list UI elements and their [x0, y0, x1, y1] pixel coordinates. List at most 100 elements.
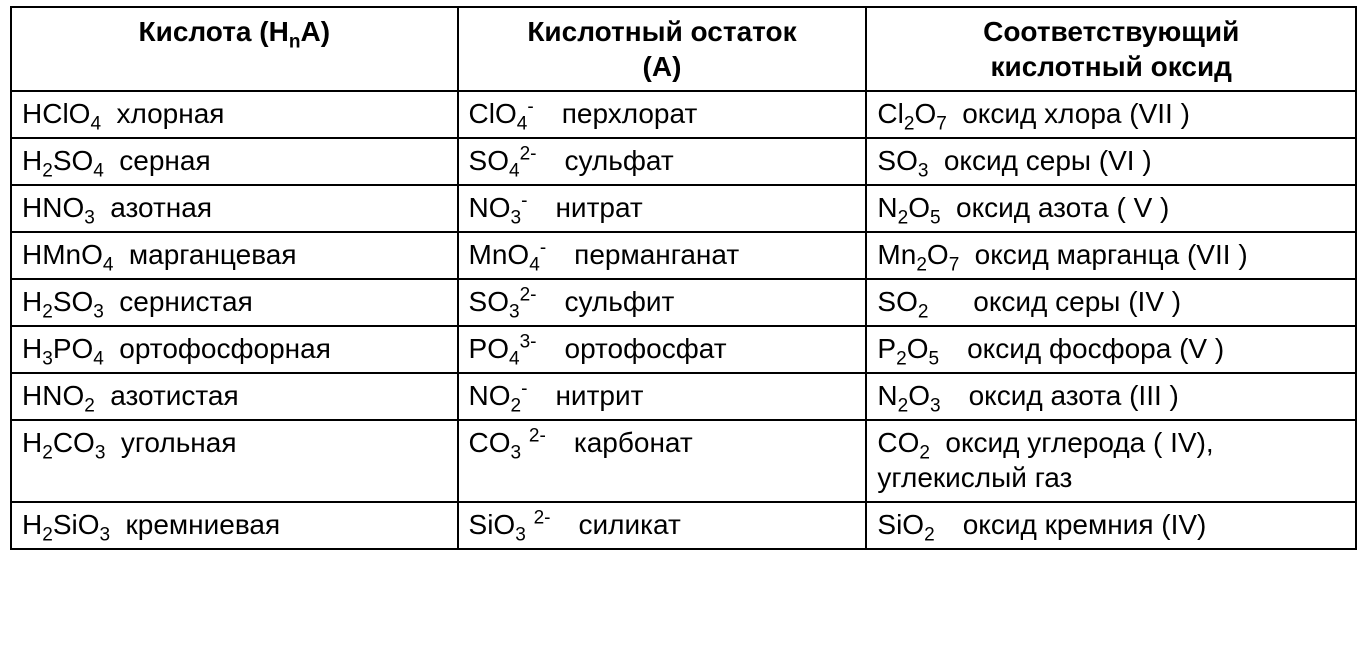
residue-formula: NO3- [469, 192, 528, 223]
acid-formula: H2SiO3 [22, 509, 110, 540]
oxide-formula: CO2 [877, 427, 930, 458]
residue-formula: CO3 2- [469, 427, 546, 458]
acid-formula: HNO2 [22, 380, 95, 411]
residue-formula: ClO4- [469, 98, 534, 129]
residue-cell: NO3- нитрат [458, 185, 867, 232]
acid-cell: HClO4 хлорная [11, 91, 458, 138]
oxide-name: оксид хлора (VII ) [962, 98, 1190, 129]
table-row: HNO2 азотистая NO2- нитрит N2O3 оксид азота (… [11, 373, 1356, 420]
oxide-cell: SO2 оксид серы (IV ) [866, 279, 1356, 326]
header-residue-line1: Кислотный остаток [527, 16, 796, 47]
residue-cell: PO43- ортофосфат [458, 326, 867, 373]
acid-formula: H2SO3 [22, 286, 104, 317]
residue-name: нитрат [555, 192, 642, 223]
residue-name: перхлорат [562, 98, 698, 129]
header-acid: Кислота (HnA) [11, 7, 458, 91]
residue-cell: ClO4- перхлорат [458, 91, 867, 138]
oxide-cell: Cl2O7 оксид хлора (VII ) [866, 91, 1356, 138]
oxide-name: оксид кремния (IV) [963, 509, 1207, 540]
residue-formula: SO42- [469, 145, 537, 176]
oxide-cell: CO2оксид углерода ( IV), углекислый газ [866, 420, 1356, 502]
residue-formula: PO43- [469, 333, 537, 364]
residue-name: ортофосфат [565, 333, 727, 364]
table-header-row: Кислота (HnA) Кислотный остаток (A) Соот… [11, 7, 1356, 91]
acid-name: ортофосфорная [119, 333, 331, 364]
oxide-cell: Mn2O7 оксид марганца (VII ) [866, 232, 1356, 279]
oxide-formula: P2O5 [877, 333, 939, 364]
oxide-cell: SO3 оксид серы (VI ) [866, 138, 1356, 185]
header-acid-suffix: A) [300, 16, 330, 47]
residue-name: сульфат [565, 145, 674, 176]
oxide-name: оксид серы (VI ) [944, 145, 1152, 176]
header-oxide: Соответствующий кислотный оксид [866, 7, 1356, 91]
table-row: H3PO4 ортофосфорная PO43- ортофосфат P2O5 окс… [11, 326, 1356, 373]
oxide-cell: SiO2 оксид кремния (IV) [866, 502, 1356, 549]
residue-name: нитрит [555, 380, 643, 411]
residue-cell: SiO3 2- силикат [458, 502, 867, 549]
residue-name: силикат [579, 509, 681, 540]
oxide-formula: SO3 [877, 145, 928, 176]
acid-formula: HClO4 [22, 98, 101, 129]
header-acid-sub: n [289, 32, 301, 53]
residue-cell: NO2- нитрит [458, 373, 867, 420]
acid-cell: H2SO3 сернистая [11, 279, 458, 326]
residue-cell: MnO4- перманганат [458, 232, 867, 279]
acid-name: азотная [110, 192, 212, 223]
header-acid-prefix: Кислота (H [139, 16, 289, 47]
acid-cell: HMnO4марганцевая [11, 232, 458, 279]
residue-formula: SiO3 2- [469, 509, 551, 540]
oxide-name: оксид фосфора (V ) [967, 333, 1224, 364]
residue-name: сульфит [565, 286, 675, 317]
table-row: H2SiO3 кремниевая SiO3 2- силикат SiO2 оксид … [11, 502, 1356, 549]
acid-formula: HNO3 [22, 192, 95, 223]
acid-name: азотистая [110, 380, 238, 411]
table-row: HNO3 азотная NO3- нитрат N2O5 оксид азота ( V… [11, 185, 1356, 232]
header-residue: Кислотный остаток (A) [458, 7, 867, 91]
residue-formula: MnO4- [469, 239, 547, 270]
acid-cell: HNO2 азотистая [11, 373, 458, 420]
acid-name: кремниевая [126, 509, 281, 540]
acid-name: сернистая [119, 286, 253, 317]
table-row: HMnO4марганцевая MnO4- перманганат Mn2O7 окс… [11, 232, 1356, 279]
oxide-cell: N2O3 оксид азота (III ) [866, 373, 1356, 420]
acid-cell: HNO3 азотная [11, 185, 458, 232]
acid-formula: HMnO4 [22, 239, 114, 270]
oxide-formula: N2O3 [877, 380, 940, 411]
acid-name: хлорная [116, 98, 224, 129]
oxide-name: оксид серы (IV ) [973, 286, 1181, 317]
table-row: H2CO3 угольная CO3 2- карбонат CO2оксид угле… [11, 420, 1356, 502]
header-residue-line2: (A) [643, 51, 682, 82]
oxide-formula: SO2 [877, 286, 928, 317]
table-row: HClO4 хлорная ClO4- перхлорат Cl2O7 оксид хло… [11, 91, 1356, 138]
residue-formula: SO32- [469, 286, 537, 317]
oxide-formula: Mn2O7 [877, 239, 959, 270]
oxide-name: оксид азота ( V ) [956, 192, 1169, 223]
residue-cell: SO32- сульфит [458, 279, 867, 326]
residue-cell: SO42- сульфат [458, 138, 867, 185]
acid-cell: H2SO4серная [11, 138, 458, 185]
oxide-formula: Cl2O7 [877, 98, 946, 129]
oxide-cell: N2O5 оксид азота ( V ) [866, 185, 1356, 232]
acid-formula: H2CO3 [22, 427, 105, 458]
acid-cell: H3PO4 ортофосфорная [11, 326, 458, 373]
residue-name: карбонат [574, 427, 693, 458]
oxide-name: оксид азота (III ) [969, 380, 1179, 411]
acid-name: угольная [121, 427, 237, 458]
oxide-cell: P2O5 оксид фосфора (V ) [866, 326, 1356, 373]
header-oxide-line2: кислотный оксид [990, 51, 1231, 82]
acids-table: Кислота (HnA) Кислотный остаток (A) Соот… [10, 6, 1357, 550]
table-row: H2SO4серная SO42- сульфат SO3 оксид серы (VI… [11, 138, 1356, 185]
acid-formula: H3PO4 [22, 333, 104, 364]
residue-name: перманганат [574, 239, 739, 270]
oxide-name: оксид марганца (VII ) [975, 239, 1248, 270]
residue-cell: CO3 2- карбонат [458, 420, 867, 502]
oxide-formula: N2O5 [877, 192, 940, 223]
table-row: H2SO3 сернистая SO32- сульфит SO2 оксид серы … [11, 279, 1356, 326]
table-body: HClO4 хлорная ClO4- перхлорат Cl2O7 оксид хло… [11, 91, 1356, 549]
oxide-formula: SiO2 [877, 509, 934, 540]
header-oxide-line1: Соответствующий [983, 16, 1239, 47]
page: Кислота (HnA) Кислотный остаток (A) Соот… [0, 0, 1367, 668]
acid-cell: H2CO3 угольная [11, 420, 458, 502]
residue-formula: NO2- [469, 380, 528, 411]
acid-formula: H2SO4 [22, 145, 104, 176]
